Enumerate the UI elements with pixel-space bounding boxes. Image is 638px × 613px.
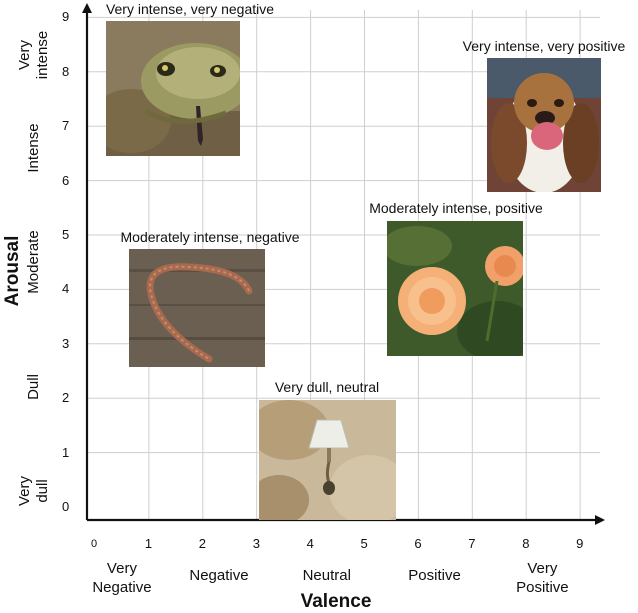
point-label: Very dull, neutral: [274, 379, 380, 395]
arousal-category-label: Moderate: [25, 230, 42, 294]
x-tick-label: 6: [414, 536, 422, 551]
x-tick-label: 2: [198, 536, 207, 551]
x-tick-label: 8: [522, 536, 530, 551]
x-tick-label: 0: [91, 538, 98, 550]
x-axis-title: Valence: [300, 591, 372, 612]
point-label: Moderately intense, negative: [120, 229, 300, 245]
lamp-photo: [259, 400, 396, 520]
y-tick-label: 1: [62, 444, 70, 460]
dog-photo: [487, 58, 601, 192]
point-label: Very intense, very positive: [462, 38, 626, 54]
roses-photo: [387, 221, 523, 356]
point-label: Moderately intense, positive: [369, 200, 543, 216]
y-tick-label: 0: [62, 499, 70, 514]
valence-category-label: Negative: [189, 567, 249, 584]
x-tick-label: 1: [144, 536, 153, 551]
arousal-category-label: Dull: [25, 374, 42, 401]
x-tick-label: 5: [360, 536, 368, 551]
point-label: Very intense, very negative: [105, 1, 275, 17]
valence-category-label: Neutral: [302, 567, 351, 584]
x-tick-label: 7: [468, 536, 476, 551]
y-tick-label: 6: [62, 172, 70, 188]
y-tick-label: 5: [62, 227, 70, 242]
valence-category-label: Very Negative: [92, 560, 152, 596]
y-tick-label: 7: [62, 118, 70, 134]
y-tick-label: 2: [62, 390, 70, 406]
valence-category-label: Very Positive: [516, 560, 569, 596]
worm-photo: [129, 249, 265, 367]
y-tick-label: 9: [62, 9, 70, 25]
y-tick-label: 4: [62, 281, 70, 297]
x-tick-label: 4: [306, 536, 314, 551]
x-tick-label: 3: [252, 536, 260, 551]
arousal-category-label: Intense: [25, 123, 42, 173]
valence-category-label: Positive: [408, 567, 461, 584]
x-tick-label: 9: [576, 536, 584, 551]
y-tick-label: 3: [62, 335, 70, 351]
arousal-category-label: Very dull: [16, 475, 51, 506]
arousal-category-label: Very intense: [16, 31, 51, 80]
y-tick-label: 8: [62, 63, 70, 79]
snake-photo: [106, 21, 240, 156]
y-axis-title: Arousal: [2, 235, 23, 307]
